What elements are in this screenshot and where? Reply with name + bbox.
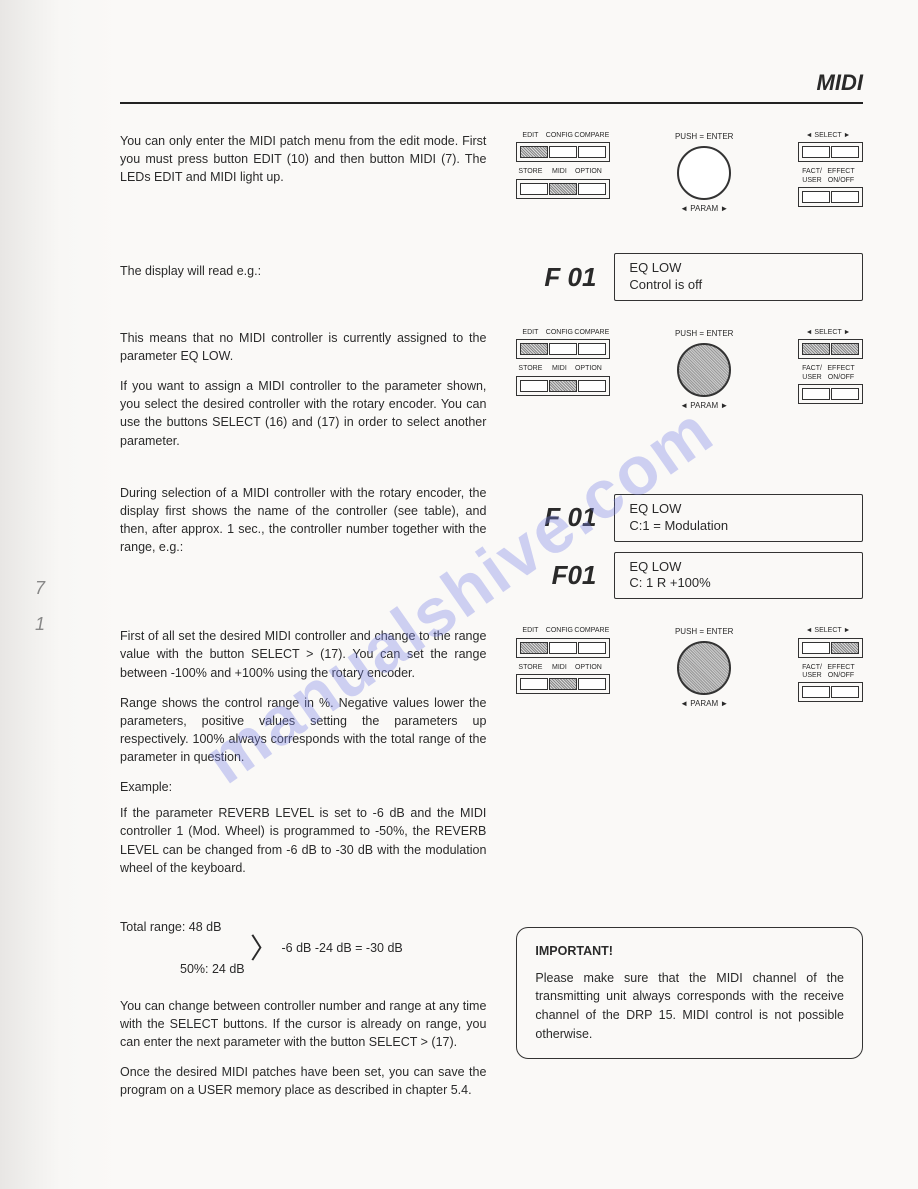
fact-user-button bbox=[802, 686, 830, 698]
paragraph: You can only enter the MIDI patch menu f… bbox=[120, 132, 486, 186]
midi-button bbox=[549, 380, 577, 392]
compare-button bbox=[578, 642, 606, 654]
control-panel-1: EDIT CONFIG COMPARE STORE MIDI OP bbox=[516, 132, 863, 213]
example-label: Example: bbox=[120, 778, 486, 796]
lcd-display-2: F 01 EQ LOW C:1 = Modulation bbox=[516, 494, 863, 542]
paragraph: This means that no MIDI controller is cu… bbox=[120, 329, 486, 365]
edit-button bbox=[520, 642, 548, 654]
paragraph: During selection of a MIDI controller wi… bbox=[120, 484, 486, 557]
rotary-encoder bbox=[677, 146, 731, 200]
option-button bbox=[578, 678, 606, 690]
option-button bbox=[578, 380, 606, 392]
rotary-encoder bbox=[677, 343, 731, 397]
store-button bbox=[520, 380, 548, 392]
paragraph: Once the desired MIDI patches have been … bbox=[120, 1063, 486, 1099]
rotary-encoder bbox=[677, 641, 731, 695]
select-right-button bbox=[831, 146, 859, 158]
select-left-button bbox=[802, 343, 830, 355]
fact-user-button bbox=[802, 388, 830, 400]
store-button bbox=[520, 183, 548, 195]
control-panel-2: EDIT CONFIG COMPARE STORE MIDI OP bbox=[516, 329, 863, 410]
compare-button bbox=[578, 146, 606, 158]
effect-onoff-button bbox=[831, 191, 859, 203]
midi-button bbox=[549, 678, 577, 690]
lcd-display-3: F01 EQ LOW C: 1 R +100% bbox=[516, 552, 863, 600]
select-right-button bbox=[831, 343, 859, 355]
binding-marks: 7 1 bbox=[35, 570, 45, 642]
page-title: MIDI bbox=[120, 70, 863, 104]
paragraph: The display will read e.g.: bbox=[120, 262, 486, 280]
select-left-button bbox=[802, 642, 830, 654]
paragraph: You can change between controller number… bbox=[120, 997, 486, 1051]
edit-button bbox=[520, 146, 548, 158]
config-button bbox=[549, 146, 577, 158]
paragraph: If the parameter REVERB LEVEL is set to … bbox=[120, 804, 486, 877]
effect-onoff-button bbox=[831, 686, 859, 698]
select-left-button bbox=[802, 146, 830, 158]
config-button bbox=[549, 343, 577, 355]
option-button bbox=[578, 183, 606, 195]
lcd-display-1: F 01 EQ LOW Control is off bbox=[516, 253, 863, 301]
compare-button bbox=[578, 343, 606, 355]
config-button bbox=[549, 642, 577, 654]
select-right-button bbox=[831, 642, 859, 654]
effect-onoff-button bbox=[831, 388, 859, 400]
edit-button bbox=[520, 343, 548, 355]
paragraph: First of all set the desired MIDI contro… bbox=[120, 627, 486, 681]
paragraph: If you want to assign a MIDI controller … bbox=[120, 377, 486, 450]
range-calculation: Total range: 48 dB 〉 -6 dB -24 dB = -30 … bbox=[120, 917, 486, 981]
paragraph: Range shows the control range in %. Nega… bbox=[120, 694, 486, 767]
midi-button bbox=[549, 183, 577, 195]
store-button bbox=[520, 678, 548, 690]
control-panel-3: EDIT CONFIG COMPARE STORE MIDI OP bbox=[516, 627, 863, 708]
fact-user-button bbox=[802, 191, 830, 203]
important-note: IMPORTANT! Please make sure that the MID… bbox=[516, 927, 863, 1059]
